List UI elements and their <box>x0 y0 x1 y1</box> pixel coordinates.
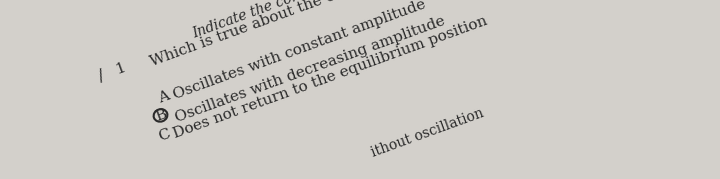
Text: /: / <box>96 67 107 85</box>
Text: Oscillates with decreasing amplitude: Oscillates with decreasing amplitude <box>173 14 447 125</box>
Text: Indicate the correct answer on the …: Indicate the correct answer on the … <box>191 0 442 41</box>
Text: Oscillates with constant amplitude: Oscillates with constant amplitude <box>171 0 428 102</box>
Text: ithout oscillation: ithout oscillation <box>369 106 485 159</box>
Text: 1: 1 <box>113 61 127 77</box>
Text: Does not return to the equilibrium position: Does not return to the equilibrium posit… <box>171 14 490 141</box>
Text: C: C <box>156 127 171 144</box>
Text: A: A <box>156 89 171 105</box>
Text: Which is true about the oscillation system that experiences critical damping?: Which is true about the oscillation syst… <box>148 0 714 69</box>
Text: B: B <box>153 107 168 124</box>
